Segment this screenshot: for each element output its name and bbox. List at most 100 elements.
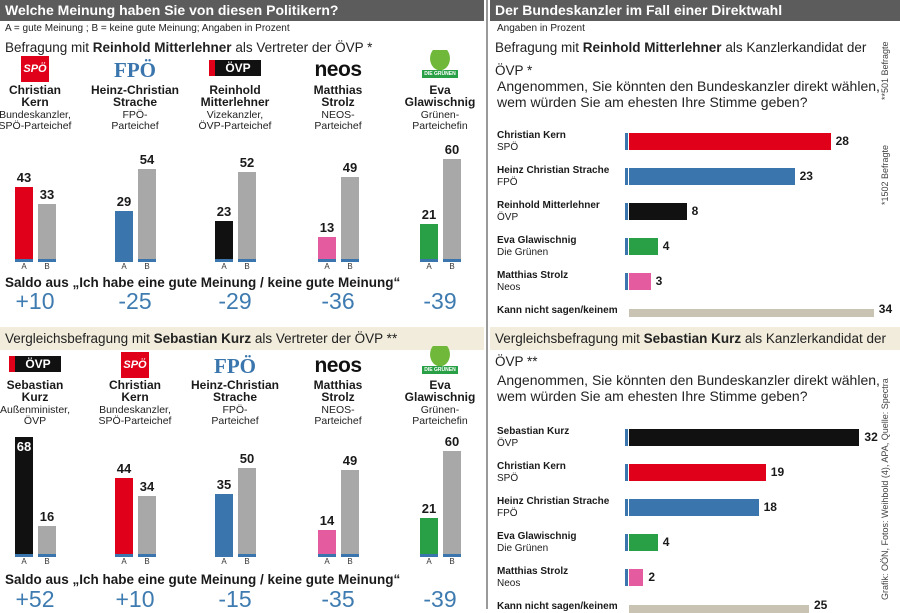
bar-start: [625, 238, 628, 255]
bar-start: [625, 168, 628, 185]
politician-name: Reinhold Mitterlehner: [200, 83, 270, 109]
value-b: 49: [342, 452, 358, 468]
politician-role: Grünen- Parteichefin: [412, 404, 468, 427]
value-a: 21: [421, 206, 437, 222]
label-a: A: [426, 557, 432, 566]
baseline: [15, 259, 33, 262]
bar-party: Die Grünen: [497, 543, 549, 554]
bar-party: Neos: [497, 282, 521, 293]
value-b: 34: [139, 478, 155, 494]
baseline: [238, 259, 256, 262]
horizontal-bar: [629, 429, 860, 446]
bar-label: Matthias Strolz: [497, 566, 569, 577]
label-a: A: [21, 262, 27, 271]
bar-party: FPÖ: [497, 177, 518, 188]
neos-logo: neos: [314, 58, 362, 81]
baseline: [215, 554, 233, 557]
bar-start: [625, 534, 628, 551]
intro-post: als Kanzlerkandidat der ÖVP **: [495, 331, 886, 369]
fpoe-logo: FPÖ: [114, 58, 156, 82]
spoe-logo: SPÖ: [21, 56, 49, 82]
bar-no-good-opinion: [38, 203, 56, 259]
bar-label: Christian Kern: [497, 130, 566, 141]
baseline: [420, 554, 438, 557]
politician-role: Bundeskanzler, SPÖ-Parteichef: [98, 404, 172, 427]
intro-post: als Vertreter der ÖVP **: [251, 331, 398, 346]
bar-good-opinion: [420, 223, 438, 259]
label-b: B: [244, 262, 250, 271]
label-a: A: [121, 262, 127, 271]
bar-good-opinion: [15, 187, 33, 259]
bar-start: [625, 569, 628, 586]
label-a: A: [324, 262, 330, 271]
horizontal-bar: [629, 309, 874, 317]
bar-party: SPÖ: [497, 142, 519, 153]
label-a: A: [221, 557, 227, 566]
value-a: 13: [319, 220, 335, 236]
right-subtitle: Angaben in Prozent: [497, 23, 585, 34]
baseline: [15, 554, 33, 557]
right-panel-title: Der Bundeskanzler im Fall einer Direktwa…: [490, 0, 900, 21]
bar-value: 19: [770, 465, 785, 479]
bar-label: Eva Glawischnig: [497, 235, 577, 246]
baseline: [38, 259, 56, 262]
horizontal-bar: [629, 499, 759, 516]
bar-value: 4: [662, 535, 670, 549]
bar-good-opinion: [215, 220, 233, 259]
bar-value: 3: [655, 274, 663, 288]
bar-value: 4: [662, 239, 670, 253]
horizontal-bar: [629, 569, 644, 586]
bar-start: [625, 203, 628, 220]
bar-value: 28: [835, 134, 849, 148]
politician-role: Vizekanzler, ÖVP-Parteichef: [198, 109, 272, 132]
value-b: 60: [444, 141, 460, 157]
baseline: [420, 259, 438, 262]
bar-value: 18: [763, 500, 777, 514]
label-b: B: [144, 262, 150, 271]
bar-value: 8: [691, 204, 699, 218]
bar-label: Heinz Christian Strache: [497, 496, 610, 507]
bar-no-good-opinion: [341, 177, 359, 259]
respondents-501: **501 Befragte: [880, 41, 890, 100]
intro-name: Sebastian Kurz: [153, 331, 252, 346]
bar-label: Eva Glawischnig: [497, 531, 577, 542]
saldo-label-2: Saldo aus „Ich habe eine gute Meinung / …: [5, 572, 401, 587]
baseline: [443, 259, 461, 262]
bar-label: Matthias Strolz: [497, 270, 569, 281]
intro-pre: Vergleichsbefragung mit: [495, 331, 644, 346]
bar-label: Heinz Christian Strache: [497, 165, 610, 176]
value-a: 35: [216, 476, 232, 492]
saldo-value: +10: [15, 288, 55, 314]
politician-name: Christian Kern: [8, 83, 61, 109]
bar-party: SPÖ: [497, 473, 519, 484]
bar-value: 32: [864, 430, 878, 444]
baseline: [443, 554, 461, 557]
horizontal-bar: [629, 203, 687, 220]
left-panel-title: Welche Meinung haben Sie von diesen Poli…: [0, 0, 484, 21]
label-a: A: [426, 262, 432, 271]
neos-logo: neos: [314, 354, 362, 377]
value-b: 60: [444, 433, 460, 449]
bar-party: Neos: [497, 578, 521, 589]
source-credit: Grafik: OÖN, Fotos: Weihbold (4), APA, Q…: [880, 378, 890, 600]
politician-name: Eva Glawischnig: [404, 378, 476, 404]
bar-label: Christian Kern: [497, 461, 566, 472]
intro-pre: Befragung mit: [495, 40, 583, 55]
bar-value: 2: [648, 570, 656, 584]
intro-name: Sebastian Kurz: [643, 331, 742, 346]
horizontal-bar: [629, 133, 831, 150]
horizontal-bar: [629, 238, 658, 255]
bar-no-good-opinion: [138, 168, 156, 259]
value-b: 54: [139, 151, 155, 167]
bar-no-good-opinion: [443, 158, 461, 259]
horizontal-bar: [629, 464, 766, 481]
legend-note: A = gute Meinung ; B = keine gute Meinun…: [5, 23, 290, 34]
saldo-label-1: Saldo aus „Ich habe eine gute Meinung / …: [5, 275, 401, 290]
baseline: [115, 554, 133, 557]
value-b: 16: [39, 509, 55, 525]
bar-good-opinion: [318, 529, 336, 554]
baseline: [138, 259, 156, 262]
bar-no-good-opinion: [443, 450, 461, 554]
bar-no-good-opinion: [238, 468, 256, 554]
bar-good-opinion: [115, 478, 133, 554]
